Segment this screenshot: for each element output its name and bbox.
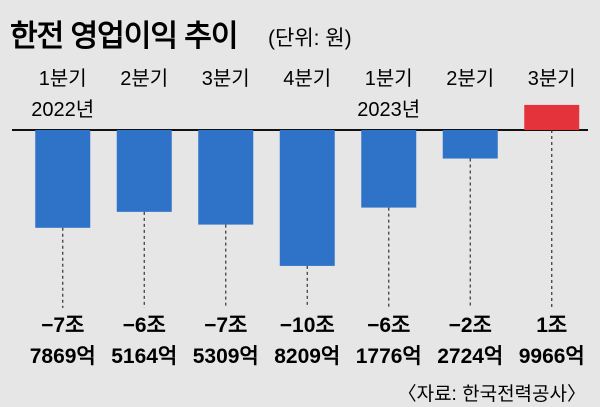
value-labels: −7조 7869억 −6조 5164억 −7조 5309억 −10조 8209억 −6조 1776… — [30, 314, 585, 368]
value-label-eok: 8209억 — [274, 345, 340, 368]
bar — [524, 104, 580, 130]
value-label-jo: −10조 — [280, 314, 335, 337]
value-label-jo: −2조 — [449, 314, 492, 337]
category-label: 4분기 — [283, 67, 331, 90]
value-label-jo: −6조 — [123, 314, 166, 337]
value-label-jo: −7조 — [41, 314, 84, 337]
category-label: 3분기 — [202, 67, 250, 90]
bars — [35, 104, 580, 308]
bar — [279, 130, 335, 266]
unit-label: (단위: 원) — [268, 27, 352, 50]
category-label: 2분기 — [120, 67, 168, 90]
category-label: 1분기 — [39, 67, 87, 90]
value-label-eok: 1776억 — [356, 345, 422, 368]
bar — [116, 130, 172, 212]
bar — [361, 130, 417, 208]
value-label-eok: 9966억 — [519, 345, 585, 368]
category-label: 2분기 — [446, 67, 494, 90]
category-label: 1분기 — [365, 67, 413, 90]
source-label: 〈자료: 한국전력공사〉 — [398, 383, 586, 405]
value-label-eok: 5309억 — [193, 345, 259, 368]
value-label-jo: −6조 — [367, 314, 410, 337]
bar — [198, 130, 254, 225]
bar — [442, 130, 498, 159]
year-label: 2022년 — [31, 98, 94, 121]
category-label: 3분기 — [528, 67, 576, 90]
category-labels: 1분기 2022년 2분기 3분기 4분기 1분기 2023년 2분기 3분기 — [31, 67, 575, 121]
value-label-eok: 2724억 — [437, 345, 503, 368]
value-label-jo: 1조 — [536, 314, 567, 337]
bar — [35, 130, 91, 228]
value-label-eok: 5164억 — [111, 345, 177, 368]
year-label: 2023년 — [357, 98, 420, 121]
value-label-eok: 7869억 — [30, 345, 96, 368]
chart-title: 한전 영업이익 추이 — [10, 20, 237, 53]
value-label-jo: −7조 — [204, 314, 247, 337]
